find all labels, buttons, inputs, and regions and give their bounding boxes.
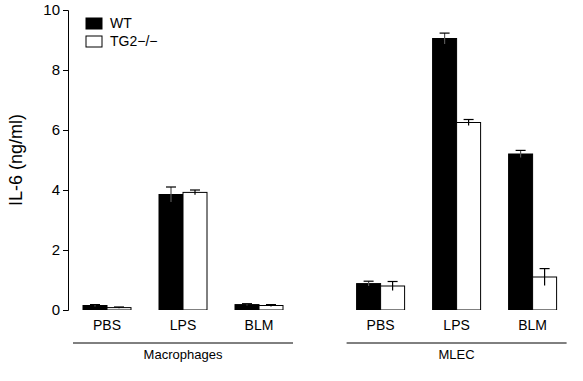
chart: 0 2 4 6 8 10 IL-6 (ng/ml) PBS LPS BLM PBS LPS BLM Mac…	[0, 0, 583, 381]
tick-mark	[63, 10, 68, 11]
error-bar	[242, 304, 252, 306]
error-line	[170, 187, 171, 202]
tick-label: 6	[52, 121, 60, 138]
error-cap	[464, 119, 474, 120]
error-bar	[388, 282, 398, 291]
error-bar	[364, 281, 374, 286]
error-cap	[364, 281, 374, 282]
series	[83, 33, 533, 310]
error-cap	[516, 150, 526, 151]
bar	[159, 195, 183, 311]
error-line	[194, 190, 195, 195]
tick-mark	[63, 130, 68, 131]
plot-area	[83, 33, 557, 310]
tick: 10	[43, 1, 68, 18]
error-line	[392, 282, 393, 291]
error-cap	[266, 304, 276, 305]
tick-mark	[63, 190, 68, 191]
group-line	[73, 343, 293, 344]
legend-label: WT	[110, 15, 132, 31]
error-line	[368, 281, 369, 286]
category-label: LPS	[170, 317, 196, 333]
category-label: PBS	[93, 317, 121, 333]
legend-label: TG2−/−	[110, 33, 157, 49]
error-bar	[266, 305, 276, 307]
error-cap	[440, 32, 450, 33]
error-cap	[114, 306, 124, 307]
error-cap	[242, 303, 252, 304]
group-line	[347, 343, 567, 344]
legend-swatch	[86, 36, 102, 47]
error-line	[468, 120, 469, 126]
group-label: MLEC	[439, 347, 475, 362]
bar	[433, 39, 457, 311]
bar	[357, 284, 381, 310]
error-cap	[90, 304, 100, 305]
series	[107, 120, 557, 311]
tick-label: 8	[52, 61, 60, 78]
axis-title: IL-6 (ng/ml)	[6, 114, 26, 206]
error-bar	[90, 305, 100, 307]
bar	[235, 305, 259, 310]
error-bar	[114, 307, 124, 308]
tick-label: 4	[52, 181, 60, 198]
tick-mark	[63, 70, 68, 71]
error-line	[544, 269, 545, 286]
category-label: LPS	[443, 317, 469, 333]
legend: WT TG2−/−	[86, 15, 157, 49]
category-label: PBS	[367, 317, 395, 333]
bar	[457, 123, 481, 311]
category-label: BLM	[245, 317, 274, 333]
tick-label: 2	[52, 241, 60, 258]
axis-line	[63, 11, 69, 311]
tick: 2	[52, 241, 68, 258]
error-bar	[190, 190, 200, 195]
error-cap	[190, 189, 200, 190]
error-bar	[166, 187, 176, 202]
error-cap	[166, 186, 176, 187]
error-bar	[464, 120, 474, 126]
error-bar	[516, 150, 526, 157]
legend-swatch	[86, 18, 102, 29]
tick-mark	[63, 310, 68, 311]
bar	[509, 154, 533, 310]
error-cap	[540, 268, 550, 269]
category-label: BLM	[518, 317, 547, 333]
bar	[83, 306, 107, 311]
error-bar	[540, 269, 550, 286]
tick: 0	[52, 301, 68, 318]
tick-label: 0	[52, 301, 60, 318]
tick-mark	[63, 250, 68, 251]
bar	[183, 192, 207, 310]
tick-label: 10	[43, 1, 60, 18]
bar	[107, 308, 131, 310]
error-cap	[388, 281, 398, 282]
tick: 8	[52, 61, 68, 78]
y-axis: 0 2 4 6 8 10	[43, 1, 68, 318]
error-line	[444, 33, 445, 44]
tick: 4	[52, 181, 68, 198]
group-label: Macrophages	[144, 347, 223, 362]
tick: 6	[52, 121, 68, 138]
bar	[259, 306, 283, 311]
error-bar	[440, 33, 450, 44]
error-line	[520, 150, 521, 157]
